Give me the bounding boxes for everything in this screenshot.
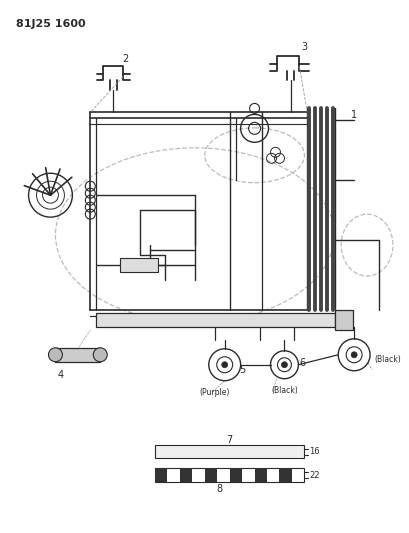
Text: (Purple): (Purple) — [200, 388, 230, 397]
Bar — [254, 469, 267, 482]
Text: 1: 1 — [351, 110, 357, 120]
Bar — [335, 310, 353, 330]
Text: 2: 2 — [122, 53, 128, 63]
Bar — [279, 469, 292, 482]
Circle shape — [222, 362, 228, 368]
Text: 3: 3 — [301, 42, 308, 52]
Text: 6: 6 — [299, 358, 306, 368]
Circle shape — [49, 348, 63, 362]
Circle shape — [281, 362, 288, 368]
Bar — [155, 445, 304, 458]
Text: 7: 7 — [227, 434, 233, 445]
Text: (Black): (Black) — [374, 356, 401, 364]
Bar — [230, 469, 242, 482]
Bar — [56, 348, 100, 362]
Circle shape — [93, 348, 107, 362]
Circle shape — [351, 352, 357, 358]
Text: 4: 4 — [57, 370, 63, 379]
Bar — [155, 469, 167, 482]
Text: 5: 5 — [240, 365, 246, 375]
Bar — [120, 258, 158, 272]
Text: 16: 16 — [309, 447, 320, 456]
Text: (Black): (Black) — [271, 386, 298, 395]
Bar — [155, 469, 304, 482]
Text: 22: 22 — [309, 471, 320, 480]
Bar — [180, 469, 192, 482]
Text: 8: 8 — [217, 484, 223, 495]
Bar — [205, 469, 217, 482]
Bar — [96, 313, 335, 327]
Text: 81J25 1600: 81J25 1600 — [16, 19, 85, 29]
